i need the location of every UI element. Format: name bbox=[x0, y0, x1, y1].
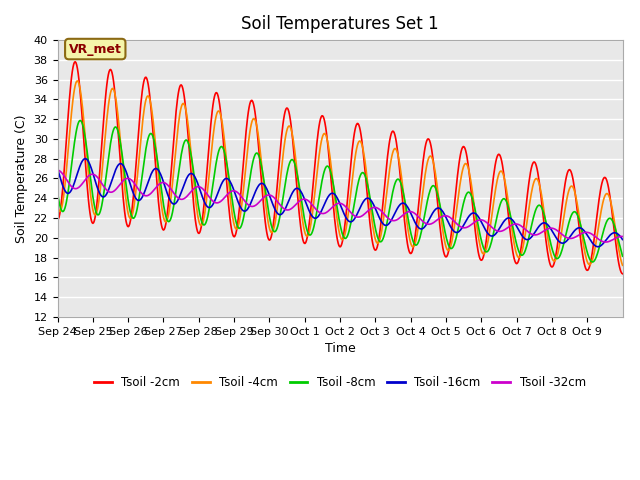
Tsoil -4cm bbox=[225, 178, 232, 183]
Tsoil -8cm bbox=[54, 190, 61, 195]
Tsoil -4cm bbox=[619, 263, 627, 268]
Tsoil -32cm bbox=[252, 203, 260, 208]
Tsoil -16cm bbox=[121, 165, 129, 171]
Tsoil -2cm bbox=[274, 176, 282, 182]
Tsoil -4cm bbox=[274, 201, 282, 206]
Tsoil -2cm bbox=[121, 208, 129, 214]
Tsoil -8cm bbox=[431, 184, 438, 190]
Tsoil -8cm bbox=[121, 171, 129, 177]
Tsoil -8cm bbox=[225, 171, 232, 177]
Tsoil -16cm bbox=[54, 166, 61, 171]
Tsoil -16cm bbox=[595, 244, 602, 250]
Tsoil -8cm bbox=[399, 188, 407, 194]
Tsoil -4cm bbox=[54, 203, 61, 209]
X-axis label: Time: Time bbox=[324, 342, 355, 355]
Tsoil -4cm bbox=[253, 121, 260, 127]
Title: Soil Temperatures Set 1: Soil Temperatures Set 1 bbox=[241, 15, 439, 33]
Tsoil -32cm bbox=[619, 234, 627, 240]
Tsoil -4cm bbox=[399, 187, 407, 192]
Tsoil -2cm bbox=[399, 203, 407, 208]
Line: Tsoil -4cm: Tsoil -4cm bbox=[58, 81, 623, 265]
Line: Tsoil -2cm: Tsoil -2cm bbox=[58, 62, 623, 274]
Tsoil -16cm bbox=[274, 211, 282, 216]
Text: VR_met: VR_met bbox=[69, 43, 122, 56]
Tsoil -4cm bbox=[74, 78, 81, 84]
Tsoil -32cm bbox=[399, 213, 406, 218]
Tsoil -8cm bbox=[253, 150, 260, 156]
Tsoil -16cm bbox=[253, 187, 260, 192]
Tsoil -32cm bbox=[602, 239, 609, 245]
Tsoil -8cm bbox=[619, 253, 627, 259]
Tsoil -4cm bbox=[431, 166, 438, 172]
Tsoil -4cm bbox=[121, 184, 129, 190]
Line: Tsoil -16cm: Tsoil -16cm bbox=[58, 159, 623, 247]
Tsoil -32cm bbox=[273, 198, 281, 204]
Legend: Tsoil -2cm, Tsoil -4cm, Tsoil -8cm, Tsoil -16cm, Tsoil -32cm: Tsoil -2cm, Tsoil -4cm, Tsoil -8cm, Tsoi… bbox=[90, 372, 591, 394]
Tsoil -32cm bbox=[120, 177, 127, 183]
Tsoil -32cm bbox=[54, 167, 61, 173]
Tsoil -8cm bbox=[589, 259, 596, 265]
Tsoil -8cm bbox=[274, 223, 282, 229]
Line: Tsoil -32cm: Tsoil -32cm bbox=[58, 170, 623, 242]
Tsoil -2cm bbox=[225, 201, 232, 206]
Tsoil -32cm bbox=[224, 191, 232, 197]
Tsoil -2cm bbox=[619, 271, 627, 276]
Tsoil -8cm bbox=[77, 118, 84, 123]
Tsoil -32cm bbox=[430, 219, 438, 225]
Tsoil -2cm bbox=[253, 121, 260, 127]
Tsoil -16cm bbox=[82, 156, 90, 162]
Y-axis label: Soil Temperature (C): Soil Temperature (C) bbox=[15, 114, 28, 243]
Line: Tsoil -8cm: Tsoil -8cm bbox=[58, 120, 623, 262]
Tsoil -16cm bbox=[619, 237, 627, 242]
Tsoil -16cm bbox=[431, 207, 438, 213]
Tsoil -2cm bbox=[431, 171, 438, 177]
Tsoil -16cm bbox=[225, 177, 232, 182]
Tsoil -2cm bbox=[72, 59, 79, 65]
Tsoil -2cm bbox=[54, 217, 61, 223]
Tsoil -16cm bbox=[399, 200, 407, 206]
